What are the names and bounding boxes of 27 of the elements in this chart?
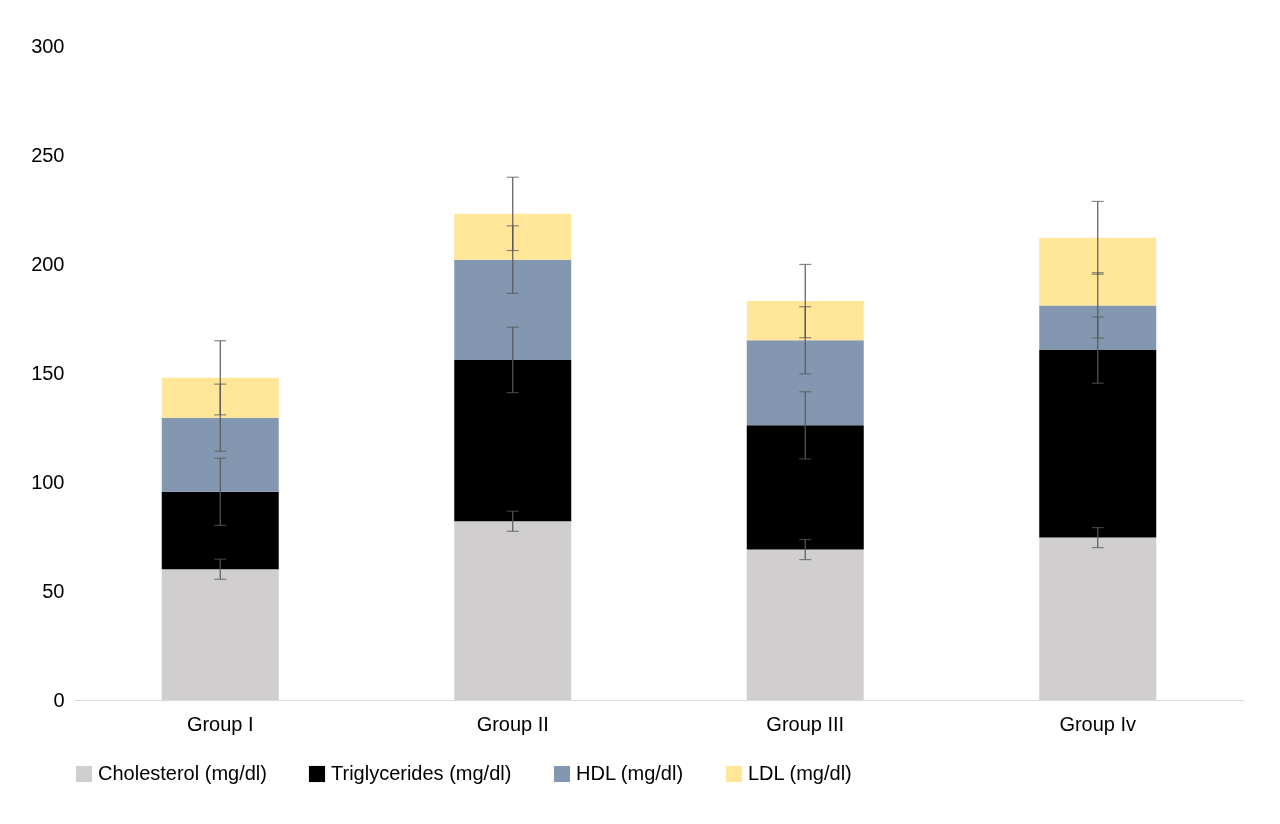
x-tick-label: Group II [476, 712, 549, 735]
bar [746, 425, 864, 550]
x-tick-label: Group III [766, 712, 845, 735]
y-tick-label: 200 [31, 252, 65, 275]
x-tick-label: Group I [186, 712, 254, 735]
x-tick-label: Group Iv [1059, 712, 1137, 735]
legend-label: Triglycerides (mg/dl) [331, 762, 512, 784]
bar [1039, 305, 1157, 351]
legend-label: Cholesterol (mg/dl) [98, 762, 267, 784]
bar [1039, 350, 1157, 538]
bar [161, 377, 279, 418]
y-tick-label: 50 [42, 579, 65, 602]
bar [161, 491, 279, 570]
bar [454, 213, 572, 260]
y-tick-label: 150 [31, 361, 65, 384]
bar [746, 340, 864, 426]
y-tick-label: 250 [31, 143, 65, 166]
legend-label: HDL (mg/dl) [576, 762, 684, 784]
y-tick-label: 100 [31, 470, 65, 493]
y-tick-label: 0 [53, 688, 65, 711]
y-tick-label: 300 [31, 34, 65, 57]
bar [161, 417, 279, 492]
bar [454, 259, 572, 360]
legend-label: LDL (mg/dl) [748, 762, 852, 784]
bar [454, 359, 572, 522]
bar [746, 301, 864, 341]
bar [1039, 237, 1157, 306]
